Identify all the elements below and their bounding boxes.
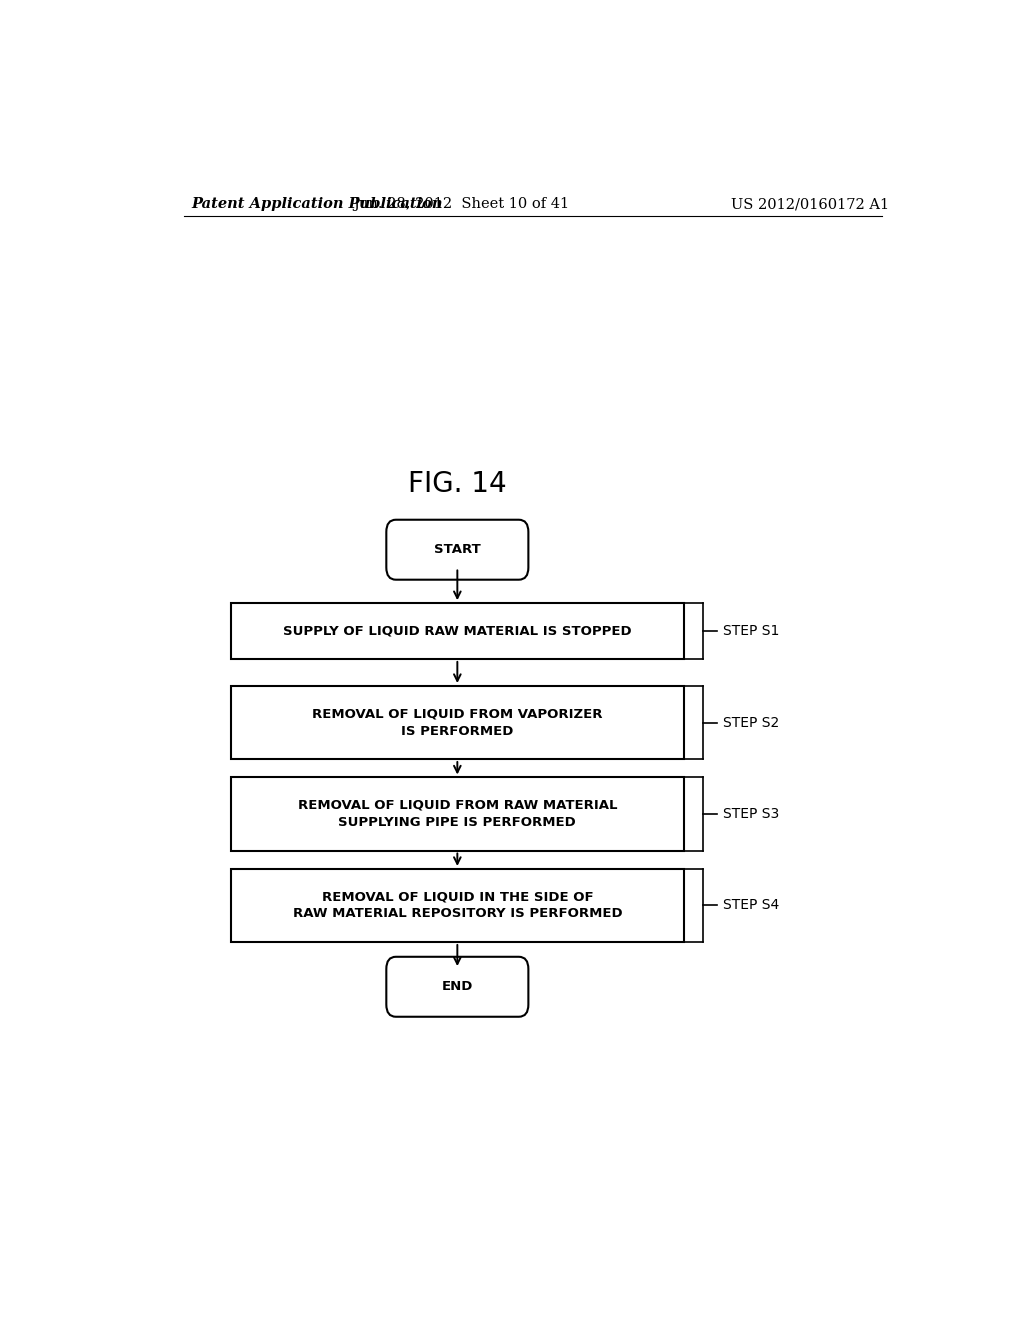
Text: STEP S3: STEP S3	[723, 807, 779, 821]
Text: STEP S4: STEP S4	[723, 899, 779, 912]
Bar	[231, 869, 684, 942]
Text: END: END	[441, 981, 473, 993]
Text: START: START	[434, 544, 480, 556]
Bar	[231, 603, 684, 659]
Text: REMOVAL OF LIQUID FROM RAW MATERIAL
SUPPLYING PIPE IS PERFORMED: REMOVAL OF LIQUID FROM RAW MATERIAL SUPP…	[298, 799, 617, 829]
Bar	[231, 777, 684, 850]
Text: US 2012/0160172 A1: US 2012/0160172 A1	[731, 197, 890, 211]
Text: STEP S1: STEP S1	[723, 624, 779, 638]
Text: REMOVAL OF LIQUID FROM VAPORIZER
IS PERFORMED: REMOVAL OF LIQUID FROM VAPORIZER IS PERF…	[312, 708, 602, 738]
Text: Patent Application Publication: Patent Application Publication	[191, 197, 443, 211]
Text: REMOVAL OF LIQUID IN THE SIDE OF
RAW MATERIAL REPOSITORY IS PERFORMED: REMOVAL OF LIQUID IN THE SIDE OF RAW MAT…	[293, 891, 623, 920]
Text: Jun. 28, 2012  Sheet 10 of 41: Jun. 28, 2012 Sheet 10 of 41	[353, 197, 569, 211]
Text: FIG. 14: FIG. 14	[408, 470, 507, 498]
Text: STEP S2: STEP S2	[723, 715, 779, 730]
FancyBboxPatch shape	[386, 520, 528, 579]
Text: SUPPLY OF LIQUID RAW MATERIAL IS STOPPED: SUPPLY OF LIQUID RAW MATERIAL IS STOPPED	[283, 624, 632, 638]
Bar	[231, 686, 684, 759]
FancyBboxPatch shape	[386, 957, 528, 1016]
